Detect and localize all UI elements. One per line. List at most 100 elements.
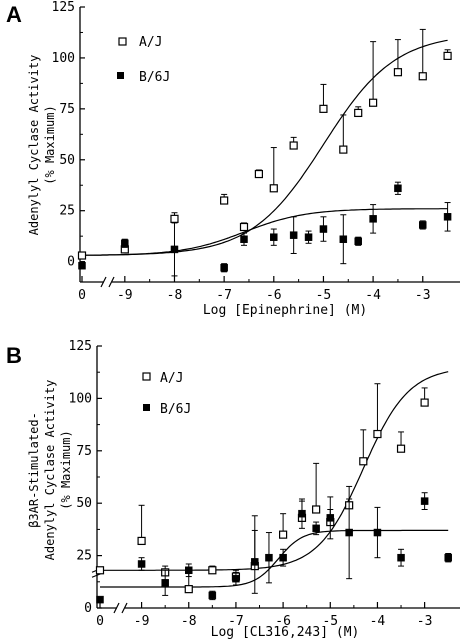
panel-b-point-aj — [184, 585, 193, 594]
panel-b-legend-b6j-marker — [143, 404, 150, 411]
panel-a-y-axis-title-line-2: (% Maximum) — [43, 105, 57, 184]
panel-b-x-tick-label: -8 — [181, 614, 197, 629]
panel-b-point-b6j — [251, 558, 259, 566]
panel-b-point-aj — [95, 566, 105, 575]
panel-b-legend-aj-marker — [142, 372, 151, 381]
panel-b-point-b6j — [444, 553, 452, 562]
panel-b-data-points — [95, 383, 452, 604]
panel-b-x-axis-title: Log [CL316,243] (M) — [211, 625, 360, 640]
panel-b-point-b6j — [312, 524, 320, 533]
panel-a-y-tick-label: 100 — [52, 51, 75, 66]
panel-a-fit-curve-b6j — [82, 208, 448, 256]
panel-b-x-tick-label: -4 — [370, 614, 386, 629]
panel-b-label: B — [6, 343, 22, 368]
panel-b-y-ticks: 0 25 50 75 100 125 — [69, 339, 102, 616]
panel-a-point-b6j — [240, 235, 248, 243]
panel-b-y-tick-label: 50 — [76, 496, 92, 511]
panel-a-axes — [79, 7, 460, 288]
panel-a-x-tick-label: -7 — [216, 288, 232, 303]
panel-b-point-aj — [373, 429, 382, 439]
panel-a-point-b6j — [354, 237, 362, 246]
panel-a-point-b6j — [419, 221, 427, 229]
panel-a-point-aj — [339, 145, 348, 154]
panel-a-point-b6j — [121, 239, 129, 248]
panel-b-point-b6j — [96, 595, 104, 604]
panel-a-point-b6j — [170, 245, 179, 254]
panel-a-fit-curve-aj — [81, 39, 448, 256]
panel-b-y-tick-label: 25 — [76, 549, 92, 564]
panel-b-point-b6j — [373, 528, 382, 537]
panel-b-point-b6j — [232, 574, 240, 583]
panel-b-x-tick-label: -5 — [322, 614, 338, 629]
panel-a-x-tick-label: -5 — [316, 288, 332, 303]
panel-b-x-axis-break-mark — [113, 602, 120, 614]
panel-b-x-ticks: 0 -9 -8 -7 -6 -5 -4 -3 — [96, 602, 432, 629]
panel-a-point-aj — [170, 214, 179, 223]
panel-b-y-tick-label: 0 — [84, 601, 92, 616]
panel-a-y-tick-label: 50 — [59, 153, 75, 168]
panel-a-point-b6j — [289, 231, 298, 239]
panel-a-point-b6j — [443, 213, 452, 221]
panel-a-point-aj — [289, 141, 298, 150]
panel-a-point-b6j — [220, 263, 228, 272]
panel-b-point-b6j — [265, 553, 273, 562]
panel-a-point-aj — [418, 72, 427, 81]
panel-a-point-aj — [239, 222, 249, 232]
panel-a-y-ticks: 0 25 50 75 100 125 — [52, 0, 85, 270]
panel-b-y-tick-label: 125 — [69, 339, 92, 354]
panel-a-legend: A/J B/6J — [117, 35, 170, 85]
panel-a-y-tick-label: 0 — [67, 255, 75, 270]
panel-b-x-tick-label: -7 — [228, 614, 244, 629]
panel-a-legend-b6j-marker — [117, 72, 124, 79]
panel-b-y-tick-label: 100 — [69, 391, 92, 406]
panel-b-legend: A/J B/6J — [142, 371, 191, 417]
panel-a-x-ticks: 0 -9 -8 -7 -6 -5 -4 -3 — [78, 276, 431, 303]
panel-a-point-aj — [254, 169, 263, 179]
panel-a-point-aj — [443, 51, 452, 60]
panel-a-x-axis-break-mark — [100, 276, 107, 288]
panel-a-y-tick-label: 25 — [59, 204, 75, 219]
panel-a-legend-b6j-label: B/6J — [139, 70, 170, 85]
panel-a-point-b6j — [319, 225, 328, 233]
panel-b-legend-aj-label: A/J — [160, 371, 183, 386]
panel-a-data-points — [77, 28, 452, 277]
panel-b-point-b6j — [397, 553, 405, 562]
panel-b-point-b6j — [326, 514, 335, 522]
panel-a-x-tick-label: -3 — [415, 288, 431, 303]
panel-a-point-aj — [220, 196, 229, 205]
panel-a-fit-curves — [81, 39, 448, 256]
panel-a-x-tick-label: -9 — [117, 288, 133, 303]
panel-b-fit-curves — [100, 371, 449, 588]
panel-b-point-b6j — [185, 566, 193, 575]
panel-b-point-aj — [312, 505, 321, 514]
panel-a-point-b6j — [270, 233, 278, 241]
panel-a-point-aj — [354, 108, 363, 118]
panel-a-y-axis-title-line-1: Adenylyl Cyclase Activity — [27, 55, 41, 236]
panel-b-point-b6j — [345, 528, 353, 537]
panel-b-point-b6j — [279, 553, 287, 562]
panel-b-point-aj — [137, 536, 146, 546]
panel-b-x-tick-label: -6 — [275, 614, 291, 629]
panel-b-x-tick-label: 0 — [96, 614, 104, 629]
panel-a-x-axis-break-mark — [108, 276, 115, 288]
panel-a-point-b6j — [304, 233, 313, 241]
panel-b-y-axis-title-line-2: Adenylyl Cyclase Activity — [43, 380, 57, 561]
panel-b-chart: B β3AR-Stimulated- Adenylyl Cyclase Acti… — [6, 339, 460, 640]
panel-b-y-axis-title: β3AR-Stimulated- Adenylyl Cyclase Activi… — [27, 380, 73, 561]
panel-a-point-b6j — [339, 235, 348, 243]
panel-b-y-axis-title-line-1: β3AR-Stimulated- — [27, 412, 41, 528]
panel-b-x-tick-label: -9 — [134, 614, 150, 629]
panel-b-fit-curve-aj — [100, 371, 449, 571]
panel-b-axes — [91, 346, 460, 614]
panel-b-x-axis-break-mark — [121, 602, 128, 614]
panel-a-point-aj — [369, 98, 378, 107]
panel-a-x-tick-label: -6 — [266, 288, 282, 303]
panel-a-point-aj — [393, 68, 403, 77]
panel-b-point-b6j — [298, 509, 306, 518]
panel-b-point-aj — [396, 444, 406, 453]
panel-b-point-b6j — [208, 591, 217, 600]
panel-b-x-tick-label: -3 — [417, 614, 433, 629]
panel-a-point-b6j — [394, 184, 402, 193]
panel-b-point-aj — [279, 530, 288, 539]
